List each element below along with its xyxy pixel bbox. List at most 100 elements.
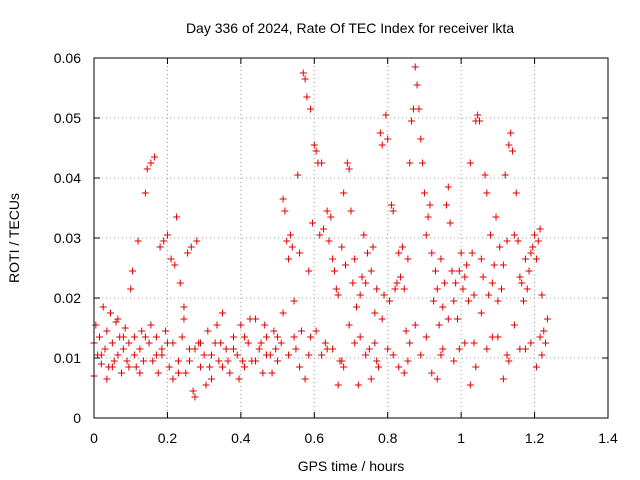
data-point xyxy=(536,225,544,233)
data-point xyxy=(356,333,364,341)
data-point xyxy=(332,285,340,293)
data-point xyxy=(327,213,335,221)
data-point xyxy=(158,351,166,359)
data-point xyxy=(442,201,450,209)
data-point xyxy=(292,345,300,353)
data-point xyxy=(147,159,155,167)
data-point xyxy=(312,147,320,155)
data-point xyxy=(360,231,368,239)
data-point xyxy=(542,339,550,347)
data-point xyxy=(527,339,535,347)
y-tick-label: 0.01 xyxy=(54,350,81,366)
data-point xyxy=(395,363,403,371)
data-point xyxy=(516,273,524,281)
data-point xyxy=(422,231,430,239)
x-tick-label: 0.6 xyxy=(305,430,325,446)
data-point xyxy=(433,375,441,383)
data-point xyxy=(145,339,153,347)
data-point xyxy=(455,345,463,353)
data-point xyxy=(459,285,467,293)
data-point xyxy=(476,117,483,125)
data-point xyxy=(538,291,546,299)
data-point xyxy=(296,249,304,257)
data-point xyxy=(529,243,537,251)
data-point xyxy=(154,369,162,377)
data-point xyxy=(261,321,269,329)
data-point xyxy=(125,339,133,347)
data-point xyxy=(483,189,491,197)
data-point xyxy=(119,333,127,341)
data-point xyxy=(290,297,298,305)
data-point xyxy=(534,237,542,245)
x-tick-label: 0.2 xyxy=(158,430,178,446)
data-point xyxy=(340,363,348,371)
y-tick-label: 0.04 xyxy=(54,170,81,186)
data-point xyxy=(319,225,327,233)
data-point xyxy=(391,285,399,293)
data-point xyxy=(426,201,434,209)
data-point xyxy=(130,351,138,359)
data-point xyxy=(492,213,500,221)
data-point xyxy=(373,285,381,293)
y-tick-label: 0.06 xyxy=(54,50,81,66)
data-point xyxy=(538,351,546,359)
data-point xyxy=(488,279,496,287)
data-point xyxy=(334,381,342,389)
data-point xyxy=(351,339,359,347)
data-point xyxy=(224,357,232,365)
data-point xyxy=(121,324,129,332)
data-point xyxy=(237,321,245,329)
data-point xyxy=(268,369,276,377)
data-point xyxy=(156,243,164,251)
data-point xyxy=(376,129,384,137)
data-point xyxy=(334,291,342,299)
y-tick-label: 0.05 xyxy=(54,110,81,126)
data-point xyxy=(305,351,313,359)
data-point xyxy=(351,255,359,263)
data-point xyxy=(108,339,116,347)
data-point xyxy=(435,321,443,329)
data-point xyxy=(202,381,210,389)
data-point xyxy=(397,273,405,281)
data-point xyxy=(525,267,533,275)
data-point xyxy=(395,249,403,257)
data-point xyxy=(477,309,485,317)
data-point xyxy=(274,357,282,365)
data-point xyxy=(140,357,148,365)
data-point xyxy=(494,297,502,305)
data-point xyxy=(380,291,388,299)
data-point xyxy=(461,273,469,281)
data-point xyxy=(532,255,540,263)
data-point xyxy=(204,327,212,335)
data-point xyxy=(318,351,326,359)
data-point xyxy=(163,339,171,347)
data-point xyxy=(103,327,111,335)
data-point xyxy=(165,363,173,371)
data-point xyxy=(448,267,456,275)
data-point xyxy=(338,243,346,251)
data-point xyxy=(239,357,247,365)
data-point xyxy=(196,363,204,371)
data-point xyxy=(354,381,362,389)
data-point xyxy=(479,273,487,281)
data-point xyxy=(499,261,507,269)
data-point xyxy=(428,369,436,377)
data-point xyxy=(398,243,406,251)
data-point xyxy=(299,69,307,77)
data-point xyxy=(518,279,526,287)
data-point xyxy=(455,267,463,275)
data-point xyxy=(424,213,432,221)
data-point xyxy=(439,303,447,311)
data-point xyxy=(279,309,287,317)
data-point xyxy=(487,231,495,239)
data-point xyxy=(389,351,397,359)
data-point xyxy=(171,261,179,269)
data-point xyxy=(378,315,386,323)
data-point xyxy=(490,261,498,269)
data-point xyxy=(420,189,428,197)
x-tick-label: 1.2 xyxy=(525,430,545,446)
data-point xyxy=(219,363,226,371)
data-point xyxy=(343,159,351,167)
data-point xyxy=(415,105,423,113)
data-point xyxy=(233,351,241,359)
